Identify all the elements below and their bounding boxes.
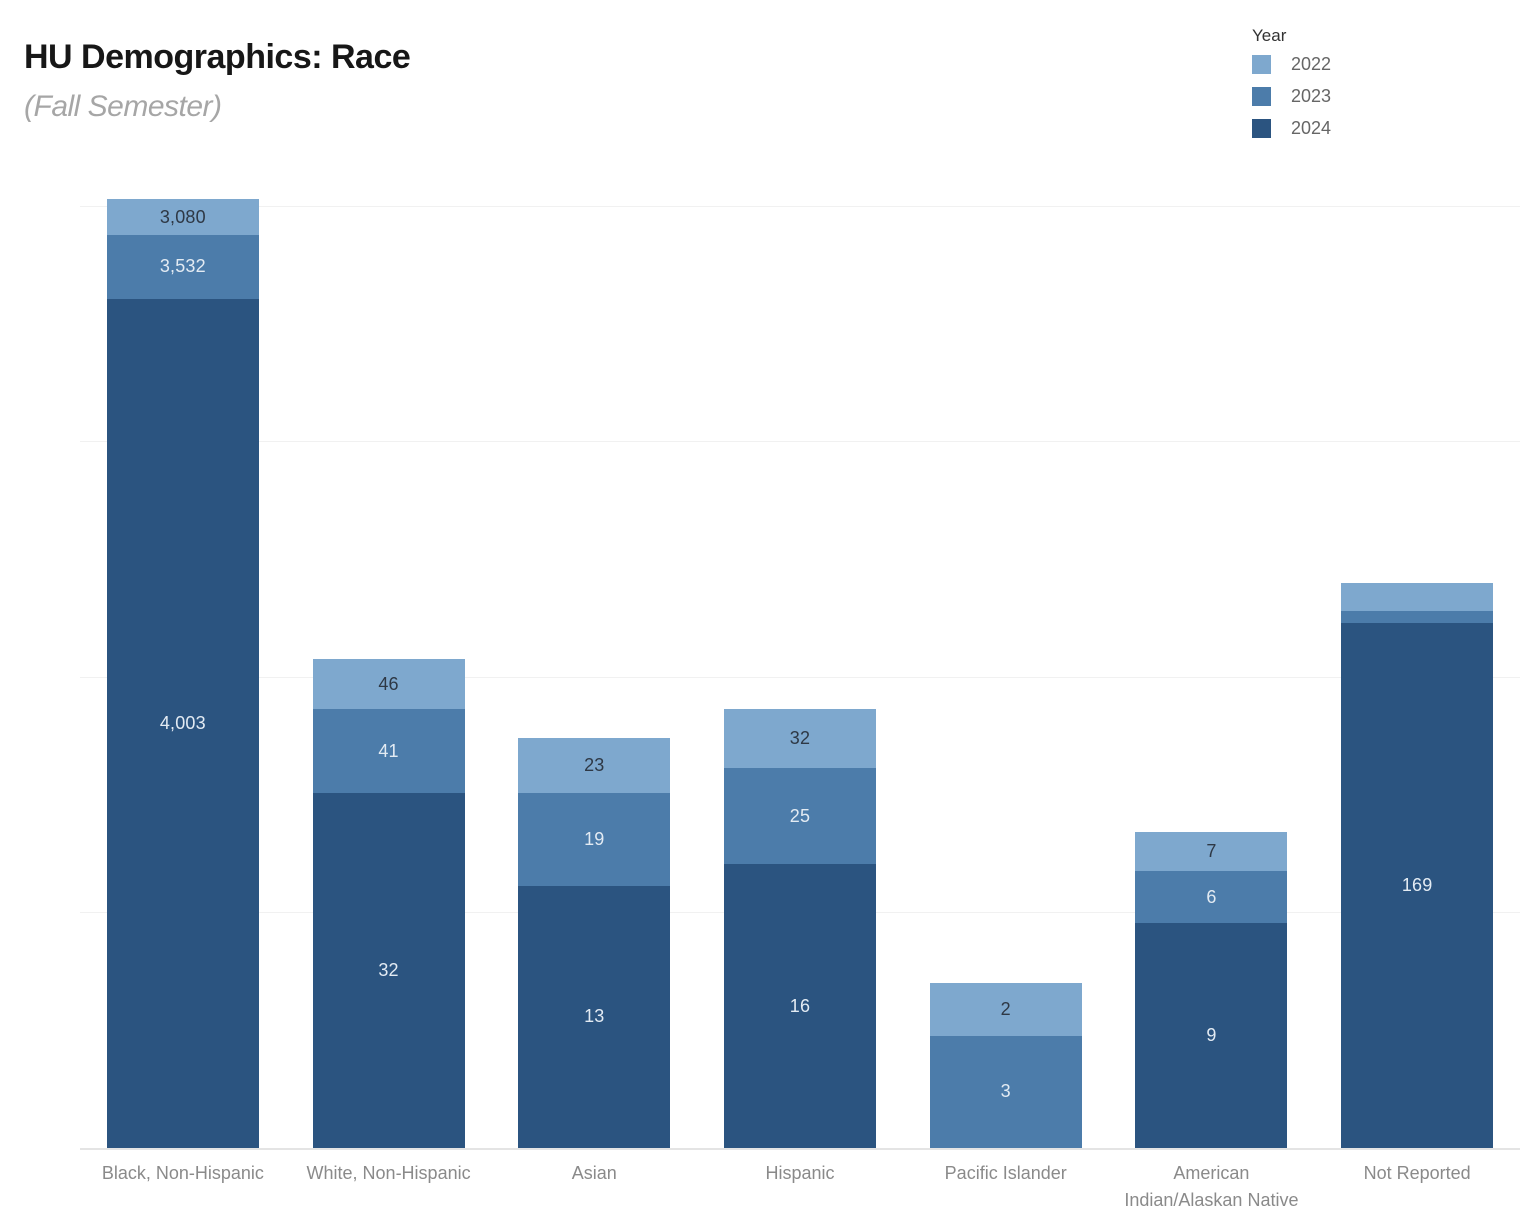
bar-value-label: 46 (378, 673, 399, 694)
gridline-10e2 (80, 676, 1520, 678)
chart-subtitle: (Fall Semester) (24, 90, 222, 123)
legend-item-label: 2023 (1291, 86, 1332, 106)
bar-value-label: 32 (789, 728, 811, 748)
bar-segment-asian-2024[interactable]: 13 (518, 885, 671, 1148)
legend-swatch-2023 (1252, 87, 1271, 106)
bar-value-label: 169 (1401, 875, 1433, 896)
bar-value-label: 23 (584, 755, 605, 776)
x-axis-label-black-non-hispanic: Black, Non-Hispanic (101, 1163, 264, 1183)
bar-segment-black-non-hispanic-2024[interactable]: 4,003 (106, 299, 259, 1148)
legend-title: Year (1252, 26, 1287, 45)
x-axis-label-not-reported: Not Reported (1363, 1163, 1471, 1183)
bar-segment-asian-2022[interactable]: 23 (518, 737, 671, 794)
bar-segment-white-non-hispanic-2023[interactable]: 41 (312, 709, 465, 794)
bar-segment-black-non-hispanic-2023[interactable]: 3,532 (106, 234, 259, 300)
legend: Year 2022 2023 2024 (1252, 26, 1331, 150)
bar-segment-not-reported-2024[interactable]: 169 (1341, 623, 1494, 1148)
x-axis-label-american-indian-alaskan-native: American Indian/Alaskan Native (1124, 1163, 1299, 1210)
bar-segment-pacific-islander-2023[interactable]: 3 (929, 1035, 1082, 1148)
bar-segment-not-reported-2022[interactable] (1341, 583, 1494, 611)
bar-value-label: 9 (1206, 1025, 1217, 1046)
bar-value-label: 16 (789, 995, 811, 1016)
bar-segment-american-indian-alaskan-native-2024[interactable]: 9 (1135, 923, 1288, 1148)
legend-swatch-2024 (1252, 119, 1271, 138)
gridline-10e3 (80, 441, 1520, 443)
bar-segment-white-non-hispanic-2024[interactable]: 32 (312, 793, 465, 1148)
bar-value-label: 3 (1000, 1081, 1011, 1102)
legend-items: 2022 2023 2024 (1252, 54, 1331, 139)
bar-value-label: 3,532 (159, 256, 206, 277)
bar-value-label: 41 (378, 740, 399, 761)
bar-value-label: 32 (378, 960, 399, 981)
legend-item-2024[interactable]: 2024 (1252, 118, 1331, 139)
bar-segment-hispanic-2023[interactable]: 25 (724, 768, 876, 865)
x-axis-label-hispanic: Hispanic (765, 1163, 835, 1183)
legend-item-2022[interactable]: 2022 (1252, 54, 1331, 75)
bar-segment-black-non-hispanic-2022[interactable]: 3,080 (106, 199, 259, 235)
bar-segment-pacific-islander-2022[interactable]: 2 (929, 983, 1082, 1036)
bar-value-label: 6 (1206, 886, 1217, 907)
bar-segment-asian-2023[interactable]: 19 (518, 793, 671, 886)
bar-value-label: 2 (1000, 998, 1011, 1019)
x-axis-label-white-non-hispanic: White, Non-Hispanic (306, 1163, 471, 1183)
bar-segment-white-non-hispanic-2022[interactable]: 46 (312, 659, 465, 709)
bar-segment-hispanic-2022[interactable]: 32 (724, 709, 876, 769)
bar-segment-american-indian-alaskan-native-2023[interactable]: 6 (1135, 870, 1288, 924)
legend-item-label: 2024 (1291, 118, 1332, 138)
x-axis-label-asian: Asian (571, 1163, 617, 1183)
chart-title: HU Demographics: Race (24, 38, 411, 76)
legend-item-2023[interactable]: 2023 (1252, 86, 1331, 107)
x-axis-line (80, 1148, 1520, 1150)
bar-value-label: 3,080 (159, 206, 206, 227)
legend-swatch-2022 (1252, 55, 1271, 74)
bar-segment-american-indian-alaskan-native-2022[interactable]: 7 (1135, 831, 1288, 871)
legend-item-label: 2022 (1291, 54, 1332, 74)
bar-value-label: 13 (584, 1006, 605, 1027)
x-axis-label-pacific-islander: Pacific Islander (944, 1163, 1067, 1183)
bar-segment-hispanic-2024[interactable]: 16 (724, 864, 876, 1148)
bar-segment-not-reported-2023[interactable] (1341, 610, 1494, 624)
bar-value-label: 25 (789, 805, 811, 826)
bar-value-label: 7 (1206, 840, 1217, 861)
bar-value-label: 4,003 (159, 713, 206, 734)
gridline-10e4 (80, 205, 1520, 207)
bar-value-label: 19 (584, 828, 605, 849)
